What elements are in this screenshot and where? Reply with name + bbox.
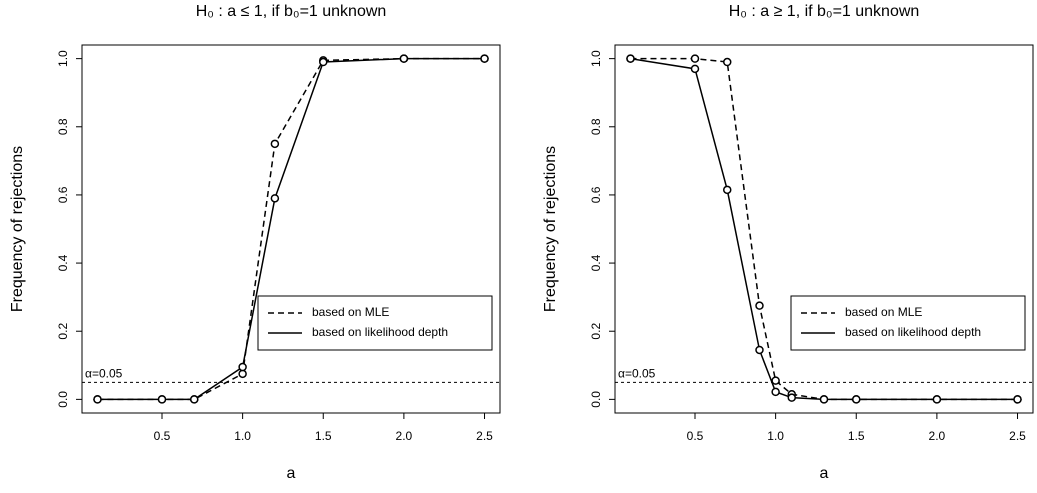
x-tick-label: 2.5 [476, 429, 493, 443]
legend-label: based on likelihood depth [312, 325, 448, 339]
y-tick-label: 0.2 [589, 323, 603, 340]
x-tick-label: 2.0 [929, 429, 946, 443]
data-point [480, 54, 489, 63]
data-point [238, 362, 247, 372]
x-tick-label: 1.5 [315, 429, 332, 443]
x-tick-label: 1.5 [848, 429, 865, 443]
y-tick-label: 1.0 [56, 50, 70, 67]
plot-box [81, 44, 501, 414]
y-tick-label: 0.0 [589, 391, 603, 408]
y-tick-label: 1.0 [589, 50, 603, 67]
x-tick-label: 1.0 [234, 429, 251, 443]
data-point [787, 393, 796, 402]
y-tick-label: 0.8 [589, 118, 603, 135]
plot-box [614, 44, 1034, 414]
series-line [630, 57, 1018, 401]
data-point [270, 194, 280, 203]
data-point [690, 64, 700, 74]
x-axis-label: a [287, 465, 296, 482]
x-tick-label: 0.5 [687, 429, 704, 443]
legend-box [257, 295, 493, 351]
x-tick-label: 0.5 [154, 429, 171, 443]
data-point [1013, 395, 1022, 404]
data-point [771, 387, 780, 397]
chart-title: H₀ : a ≥ 1, if b₀=1 unknown [729, 3, 920, 20]
reference-label: α=0.05 [618, 367, 656, 381]
y-tick-label: 0.8 [56, 118, 70, 135]
y-tick-label: 0.4 [56, 254, 70, 271]
data-point [690, 54, 700, 63]
x-tick-label: 2.0 [396, 429, 413, 443]
data-point [238, 369, 247, 379]
data-point [932, 395, 942, 404]
data-point [319, 57, 328, 67]
y-tick-label: 0.2 [56, 323, 70, 340]
data-point [755, 345, 764, 355]
data-point [399, 54, 409, 63]
y-tick-label: 0.4 [589, 254, 603, 271]
y-axis-label: Frequency of rejections [9, 146, 26, 312]
y-axis-label: Frequency of rejections [542, 146, 559, 312]
data-point [189, 395, 199, 404]
data-point [157, 395, 167, 404]
series-line [97, 57, 485, 401]
chart-panel: H₀ : a ≥ 1, if b₀=1 unknown a Frequency of… [542, 3, 1034, 482]
y-tick-label: 0.0 [56, 391, 70, 408]
data-point [93, 395, 102, 404]
legend-label: based on MLE [312, 305, 389, 319]
data-point [771, 376, 780, 385]
legend-box [790, 295, 1026, 351]
data-point [270, 139, 280, 149]
data-point [819, 395, 829, 404]
y-tick-label: 0.6 [56, 186, 70, 203]
x-axis-label: a [820, 465, 829, 482]
y-tick-label: 0.6 [589, 186, 603, 203]
x-tick-label: 1.0 [767, 429, 784, 443]
reference-label: α=0.05 [85, 367, 123, 381]
data-point [722, 185, 732, 195]
chart-panel: H₀ : a ≤ 1, if b₀=1 unknown a Frequency of… [9, 3, 501, 482]
data-point [626, 54, 635, 63]
data-point [852, 395, 861, 404]
data-point [755, 301, 764, 310]
legend-label: based on likelihood depth [845, 325, 981, 339]
legend-label: based on MLE [845, 305, 922, 319]
chart-title: H₀ : a ≤ 1, if b₀=1 unknown [196, 3, 387, 20]
data-point [722, 57, 732, 67]
x-tick-label: 2.5 [1009, 429, 1026, 443]
